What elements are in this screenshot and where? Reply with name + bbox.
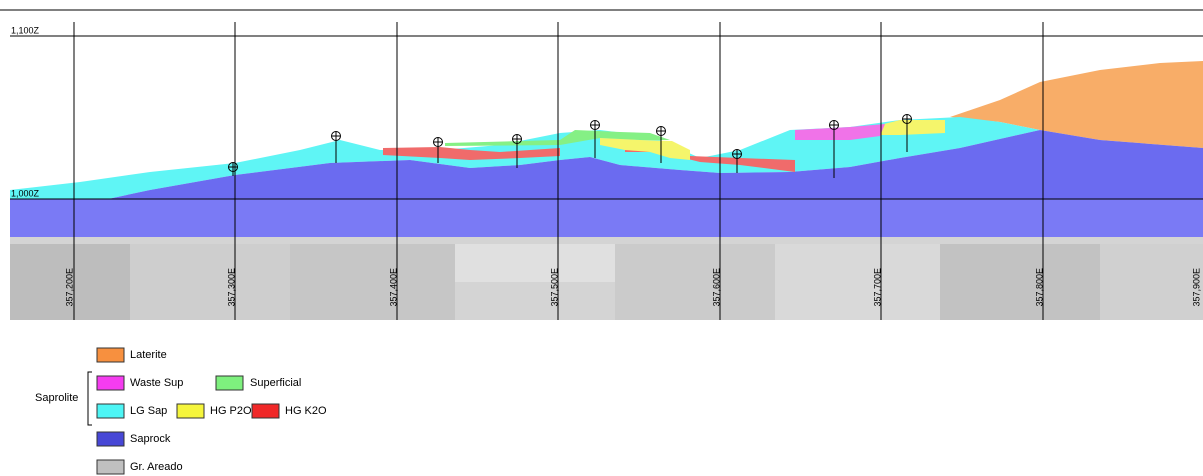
swatch: [96, 347, 125, 363]
easting-label: 357,200E: [64, 268, 74, 307]
laterite: [950, 61, 1203, 148]
legend-label: Superficial: [250, 377, 301, 389]
hg-p2o5: [600, 138, 690, 160]
easting-label: 357,700E: [872, 268, 882, 307]
drill-holes: [228, 114, 912, 178]
swatch: [215, 375, 244, 391]
easting-label: 357,800E: [1034, 268, 1044, 307]
legend: Saprolite Laterite Waste Sup Superficial…: [35, 347, 327, 475]
swatch: [96, 403, 125, 419]
easting-label: 357,600E: [711, 268, 721, 307]
legend-label: HG P2O5: [210, 405, 258, 417]
legend-group: Saprolite: [35, 392, 78, 404]
easting-label: 357,500E: [549, 268, 559, 307]
easting-label: 357,300E: [226, 268, 236, 307]
legend-label: HG K2O: [285, 405, 327, 417]
elevation-label: 1,000Z: [11, 188, 40, 198]
hg-k2o: [383, 147, 560, 160]
swatch: [251, 403, 280, 419]
swatch: [96, 375, 125, 391]
superficial: [445, 130, 670, 146]
swatch: [96, 431, 125, 447]
easting-label: 357,900E: [1191, 268, 1201, 307]
saprock-lower: [10, 199, 1203, 237]
lg-sap: [10, 117, 1040, 215]
hg-p2o5: [880, 120, 945, 135]
elevation-label: 1,100Z: [11, 25, 40, 35]
legend-label: Saprock: [130, 433, 171, 445]
legend-label: Laterite: [130, 349, 167, 361]
easting-labels: 357,200E 357,300E 357,400E 357,500E 357,600E…: [64, 268, 1201, 307]
easting-label: 357,400E: [388, 268, 398, 307]
gray-band: [10, 237, 1203, 320]
legend-label: Waste Sup: [130, 377, 183, 389]
swatch: [176, 403, 205, 419]
swatch: [96, 459, 125, 475]
legend-label: LG Sap: [130, 405, 167, 417]
legend-label: Gr. Areado: [130, 461, 183, 473]
waste-sup: [795, 124, 885, 140]
bracket: [87, 371, 92, 426]
